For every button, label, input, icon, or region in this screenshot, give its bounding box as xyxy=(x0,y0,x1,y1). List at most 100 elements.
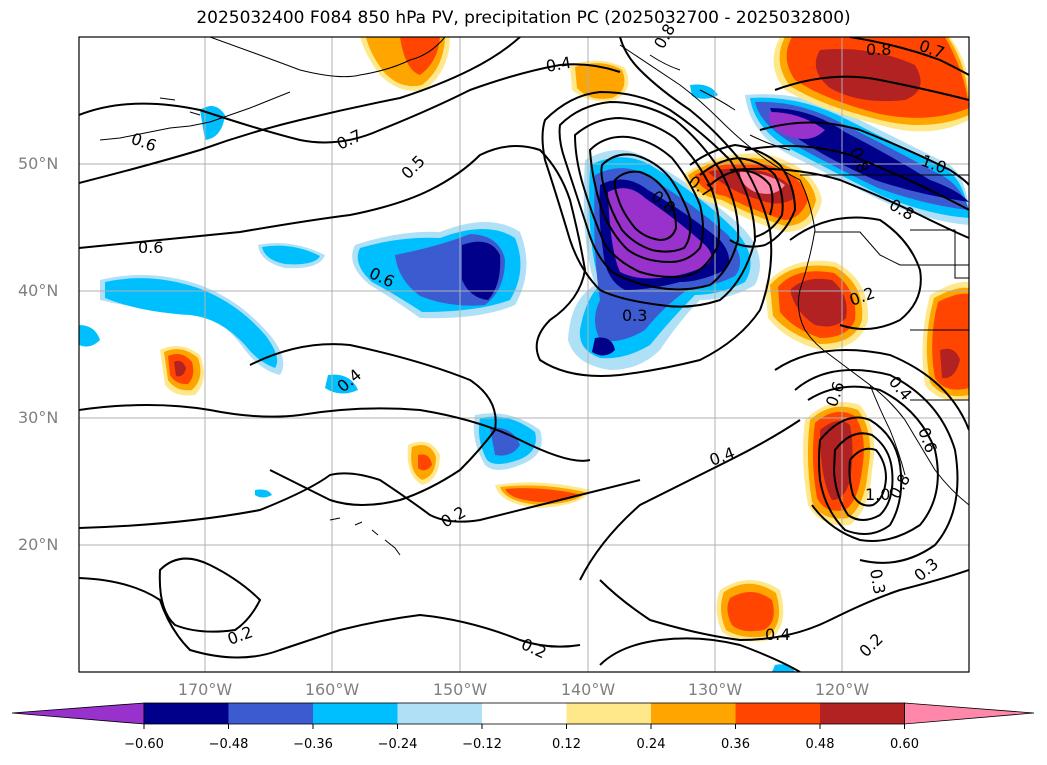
colorbar-segment xyxy=(820,703,905,724)
pv-contour xyxy=(849,37,969,76)
colorbar-tick-label: −0.60 xyxy=(124,737,164,752)
pv-contour xyxy=(699,156,784,238)
contour-label: 0.7 xyxy=(334,126,365,154)
lon-label-170w: 170°W xyxy=(177,680,233,699)
lon-label-130w: 130°W xyxy=(687,680,743,699)
map-title: 2025032400 F084 850 hPa PV, precipitatio… xyxy=(196,8,851,28)
pv-contour xyxy=(599,569,969,642)
pv-contour xyxy=(573,116,721,278)
pv-contour xyxy=(79,37,773,377)
precip-blob xyxy=(79,325,100,347)
precip-blob xyxy=(255,489,272,498)
contour-label: 0.3 xyxy=(866,567,889,595)
lat-label-40n: 40°N xyxy=(18,281,59,300)
coastlines xyxy=(99,37,969,556)
precip-blob xyxy=(325,374,358,394)
contour-label: 0.4 xyxy=(707,443,737,470)
precip-blob xyxy=(400,37,440,75)
colorbar-tick-label: −0.36 xyxy=(293,737,333,752)
precip-blob xyxy=(418,454,432,471)
contour-label: 0.4 xyxy=(885,372,916,404)
precip-blob xyxy=(592,337,615,356)
colorbar-segment xyxy=(313,703,398,724)
colorbar-segment xyxy=(228,703,313,724)
pv-contour xyxy=(774,349,969,431)
pv-contour xyxy=(79,404,591,462)
pv-contour xyxy=(848,447,888,507)
colorbar-tick-label: −0.12 xyxy=(462,737,502,752)
precip-blob xyxy=(608,188,712,279)
precip-blob xyxy=(200,106,225,140)
precip-blob xyxy=(940,348,960,379)
colorbar-segment xyxy=(144,703,229,724)
lon-label-120w: 120°W xyxy=(814,680,870,699)
coastline-alaska xyxy=(209,37,446,78)
contour-label: 0.2 xyxy=(438,502,470,531)
colorbar-tick-label: −0.48 xyxy=(208,737,249,752)
contour-label: 0.2 xyxy=(225,622,255,649)
colorbar-segment xyxy=(566,703,651,724)
hawaii xyxy=(329,517,401,556)
pv-contour xyxy=(709,168,774,216)
pv-contour xyxy=(79,63,621,144)
pv-contour xyxy=(689,143,797,248)
colorbar-extend-high xyxy=(904,702,1035,725)
lon-label-140w: 140°W xyxy=(560,680,616,699)
kuril-islands xyxy=(159,97,201,116)
precip-blob xyxy=(490,427,520,456)
contour-label: 0.8 xyxy=(866,40,891,59)
colorbar-segment xyxy=(651,703,736,724)
contour-label: 0.5 xyxy=(397,151,428,182)
pv-contour xyxy=(579,419,801,581)
pv-contour xyxy=(807,385,939,542)
colorbar-segment xyxy=(482,703,567,724)
map-gridlines xyxy=(79,37,969,672)
coastline-canada xyxy=(619,44,969,506)
pv-contour xyxy=(79,472,641,529)
lon-label-150w: 150°W xyxy=(432,680,488,699)
colorbar-segment xyxy=(397,703,482,724)
colorbar-tick-label: 0.36 xyxy=(721,737,750,752)
precip-blob xyxy=(174,360,186,377)
lat-label-20n: 20°N xyxy=(18,535,59,554)
contour-label: 0.8 xyxy=(650,20,679,52)
contour-label: 0.4 xyxy=(765,625,790,644)
state-borders xyxy=(800,174,969,401)
contour-label: 1.0 xyxy=(865,485,890,504)
pv-contour xyxy=(158,557,262,633)
precip-blob xyxy=(262,245,320,265)
coastline-aleutians xyxy=(99,91,291,141)
precip-negative-shading xyxy=(79,84,969,672)
pv-contour xyxy=(729,167,969,239)
map-frame xyxy=(78,36,970,673)
contour-label: 0.3 xyxy=(622,306,647,325)
contour-label: 0.2 xyxy=(855,629,886,660)
pv-contours xyxy=(79,37,969,672)
pv-contour xyxy=(79,577,581,659)
colorbar-extend-low xyxy=(11,702,145,725)
precip-blob xyxy=(505,488,578,502)
precip-blob xyxy=(727,591,774,632)
pv-contour xyxy=(588,135,704,264)
precip-blob xyxy=(105,278,278,368)
pv-contour xyxy=(759,121,969,186)
contour-label: 0.6 xyxy=(129,129,159,156)
lon-label-160w: 160°W xyxy=(304,680,360,699)
colorbar xyxy=(11,702,1035,729)
colorbar-tick-label: 0.12 xyxy=(552,737,581,752)
colorbar-tick-marks xyxy=(143,724,905,729)
lat-label-30n: 30°N xyxy=(18,408,59,427)
precip-blob xyxy=(462,241,501,300)
colorbar-tick-label: 0.60 xyxy=(890,737,919,752)
coastline-canada-islands xyxy=(649,54,791,151)
pv-contour xyxy=(744,145,969,211)
precip-blob xyxy=(575,63,625,99)
pv-contour xyxy=(249,343,497,506)
pv-contour xyxy=(558,100,740,291)
precip-blob xyxy=(769,112,825,139)
pv-contour xyxy=(774,75,969,101)
pv-contour xyxy=(818,416,903,535)
pv-contour xyxy=(79,37,521,184)
contour-label: 0.4 xyxy=(544,53,572,76)
